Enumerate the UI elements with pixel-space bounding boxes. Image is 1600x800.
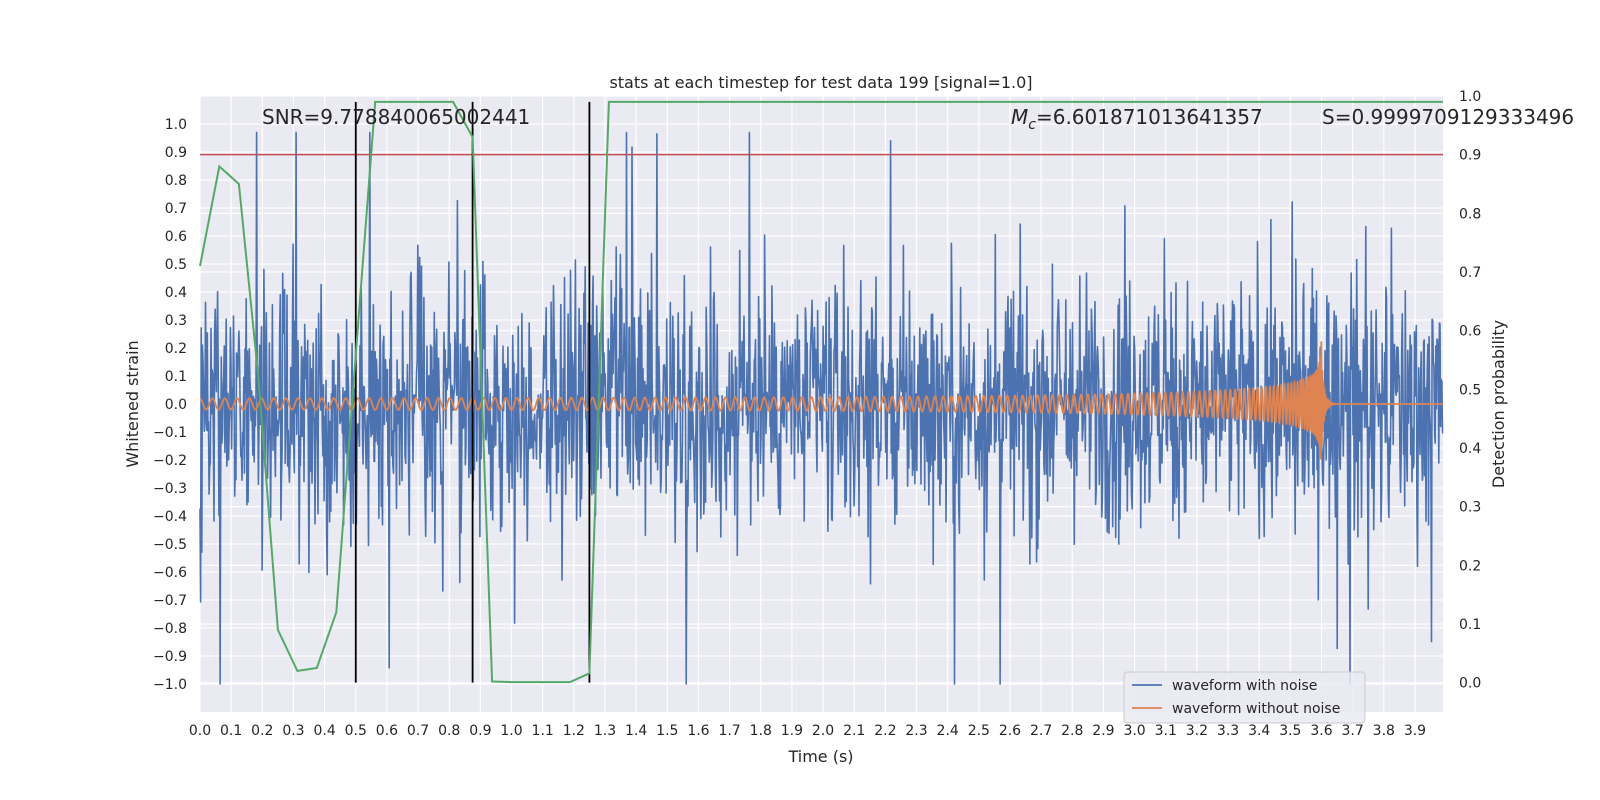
y-tick-label: −0.9: [153, 649, 187, 665]
y2-tick-label: 0.1: [1459, 617, 1481, 633]
chirp-mass-annotation: Mc=6.601871013641357: [1011, 105, 1263, 133]
data-series: [199, 100, 1444, 685]
y2-tick-label: 0.7: [1459, 265, 1481, 281]
x-tick-label: 0.2: [251, 723, 273, 739]
x-tick-label: 3.5: [1279, 723, 1301, 739]
series-line-waveform-with-noise: [199, 131, 1444, 685]
legend: waveform with noise waveform without noi…: [1123, 671, 1366, 724]
y-tick-label: −0.6: [153, 565, 187, 581]
y2-tick-labels: 1.0 0.9 0.8 0.7 0.6 0.5 0.4 0.3 0.2 0.1 0.0: [1459, 89, 1481, 692]
series-line-detection-probability: [199, 100, 1443, 684]
y-tick-label: −0.3: [153, 481, 187, 497]
y-axis-label: Whitened strain: [123, 340, 142, 467]
x-tick-label: 3.2: [1186, 723, 1208, 739]
x-tick-label: 2.0: [812, 723, 834, 739]
x-tick-label: 2.1: [843, 723, 865, 739]
x-tick-label: 2.9: [1092, 723, 1114, 739]
x-axis-label: Time (s): [787, 747, 853, 766]
x-tick-label: 2.5: [968, 723, 990, 739]
y2-axis-label: Detection probability: [1489, 320, 1508, 488]
x-tick-label: 0.9: [469, 723, 491, 739]
y-tick-label: −0.2: [153, 453, 187, 469]
x-tick-label: 1.1: [532, 723, 554, 739]
x-tick-label: 0.6: [376, 723, 398, 739]
x-tick-label: 1.7: [718, 723, 740, 739]
y-tick-label: 0.5: [165, 257, 187, 273]
x-tick-label: 3.4: [1248, 723, 1270, 739]
chirp-mass-value: =6.601871013641357: [1036, 105, 1263, 129]
y2-tick-label: 0.6: [1459, 324, 1481, 340]
y-tick-label: −0.1: [153, 425, 187, 441]
y2-tick-label: 0.2: [1459, 558, 1481, 574]
y-tick-label: −0.5: [153, 537, 187, 553]
x-tick-label: 0.4: [313, 723, 335, 739]
x-tick-label: 0.7: [407, 723, 429, 739]
y-tick-label: 0.4: [165, 285, 187, 301]
y2-tick-label: 0.3: [1459, 500, 1481, 516]
y-tick-label: 0.2: [165, 341, 187, 357]
legend-box: [1123, 671, 1366, 724]
y2-tick-label: 0.4: [1459, 441, 1481, 457]
chirp-mass-symbol: M: [1011, 105, 1028, 129]
y-tick-label: 0.0: [165, 397, 187, 413]
x-tick-label: 1.0: [500, 723, 522, 739]
x-tick-label: 1.9: [781, 723, 803, 739]
chart-title: stats at each timestep for test data 199…: [609, 73, 1032, 92]
legend-label-waveform-with-noise: waveform with noise: [1172, 678, 1317, 694]
y2-tick-label: 1.0: [1459, 89, 1481, 105]
vertical-markers: [354, 101, 591, 683]
series-line-waveform-without-noise: [199, 341, 1443, 460]
x-tick-label: 3.0: [1123, 723, 1145, 739]
x-tick-label: 0.1: [220, 723, 242, 739]
x-tick-label: 1.3: [594, 723, 616, 739]
y-tick-label: 0.7: [165, 201, 187, 217]
chirp-mass-subscript: c: [1028, 117, 1036, 133]
x-tick-label: 1.8: [750, 723, 772, 739]
y-tick-label: 1.0: [165, 117, 187, 133]
x-tick-label: 3.6: [1310, 723, 1332, 739]
significance-annotation: S=0.9999709129333496: [1322, 105, 1574, 129]
legend-label-waveform-without-noise: waveform without noise: [1172, 701, 1340, 717]
y-tick-labels: 1.0 0.9 0.8 0.7 0.6 0.5 0.4 0.3 0.2 0.1 0.0 −0.1 −0.…: [153, 117, 187, 693]
x-tick-label: 1.5: [656, 723, 678, 739]
y-tick-label: 0.1: [165, 369, 187, 385]
x-tick-label: 2.2: [874, 723, 896, 739]
y2-tick-label: 0.8: [1459, 206, 1481, 222]
y-tick-label: −0.4: [153, 509, 187, 525]
x-tick-label: 3.7: [1342, 723, 1364, 739]
y-tick-label: −0.7: [153, 593, 187, 609]
y2-tick-label: 0.0: [1459, 676, 1481, 692]
x-tick-label: 0.5: [345, 723, 367, 739]
y2-tick-label: 0.5: [1459, 382, 1481, 398]
y-tick-label: 0.6: [165, 229, 187, 245]
x-tick-label: 1.6: [687, 723, 709, 739]
y-tick-label: 0.8: [165, 173, 187, 189]
y-tick-label: 0.9: [165, 145, 187, 161]
x-tick-label: 2.3: [905, 723, 927, 739]
x-tick-label: 3.3: [1217, 723, 1239, 739]
y-tick-label: −1.0: [153, 677, 187, 693]
y2-tick-label: 0.9: [1459, 148, 1481, 164]
x-tick-label: 2.7: [1030, 723, 1052, 739]
x-tick-label: 0.3: [282, 723, 304, 739]
x-tick-label: 2.8: [1061, 723, 1083, 739]
snr-annotation: SNR=9.778840065002441: [262, 105, 530, 129]
x-tick-label: 3.9: [1404, 723, 1426, 739]
x-tick-label: 3.1: [1155, 723, 1177, 739]
x-tick-label: 3.8: [1373, 723, 1395, 739]
x-tick-label: 1.2: [563, 723, 585, 739]
x-tick-label: 2.6: [999, 723, 1021, 739]
x-tick-labels: 0.0 0.1 0.2 0.3 0.4 0.5 0.6 0.7 0.8 0.9 1.0 1.1 1.2 1…: [189, 723, 1426, 739]
x-tick-label: 0.8: [438, 723, 460, 739]
y-tick-label: −0.8: [153, 621, 187, 637]
x-tick-label: 0.0: [189, 723, 211, 739]
y-tick-label: 0.3: [165, 313, 187, 329]
x-tick-label: 1.4: [625, 723, 647, 739]
x-tick-label: 2.4: [937, 723, 959, 739]
